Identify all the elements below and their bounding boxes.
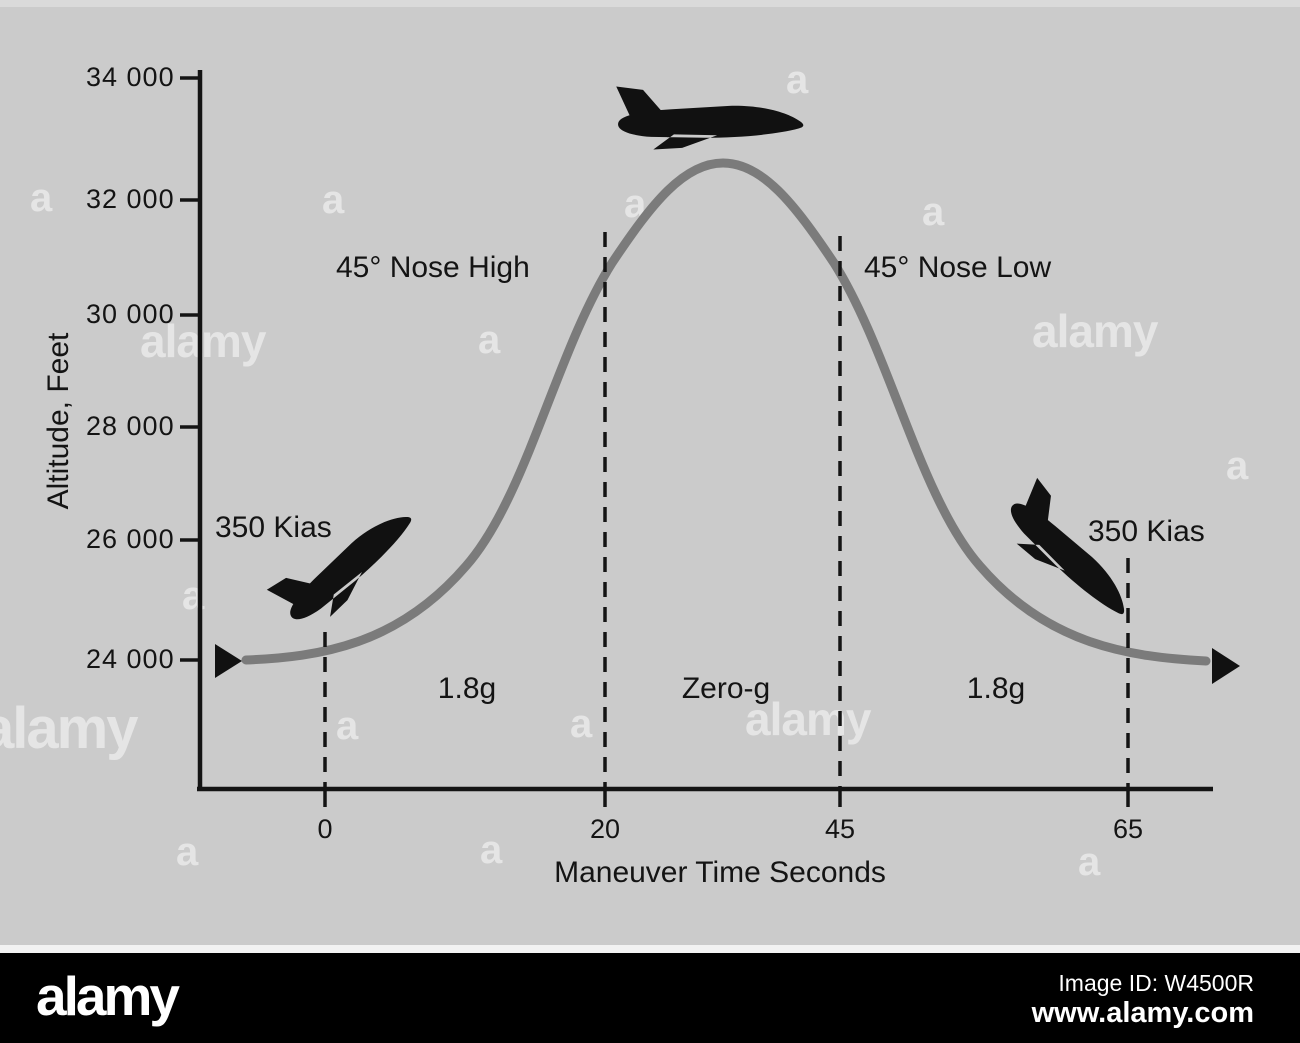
y-tick-34000: 34 000 [86, 62, 175, 92]
image-id-text: Image ID: W4500R [1058, 970, 1254, 996]
annotation-kias-entry: 350 Kias [215, 511, 332, 544]
x-axis-ticks [323, 789, 1130, 807]
footer-separator [0, 945, 1300, 953]
alamy-footer-bar: alamy Image ID: W4500R www.alamy.com [0, 953, 1300, 1043]
chart-canvas [180, 70, 1240, 807]
flight-path-curve [241, 158, 1211, 666]
y-axis-title: Altitude, Feet [42, 332, 75, 510]
path-end-arrow [1212, 648, 1240, 684]
annotation-nose-high: 45° Nose High [336, 251, 530, 284]
x-tick-45: 45 [824, 814, 856, 844]
aircraft-apex-icon [616, 86, 804, 150]
footer-info: Image ID: W4500R www.alamy.com [1032, 970, 1254, 1030]
annotation-g-exit: 1.8g [966, 672, 1026, 705]
x-tick-0: 0 [317, 814, 333, 844]
x-axis-title: Maneuver Time Seconds [554, 856, 886, 889]
image-top-edge [0, 0, 1300, 7]
y-tick-30000: 30 000 [86, 299, 175, 329]
y-tick-28000: 28 000 [86, 411, 175, 441]
alamy-logo: alamy [36, 965, 180, 1027]
y-tick-26000: 26 000 [86, 524, 175, 554]
x-tick-65: 65 [1112, 814, 1144, 844]
x-tick-20: 20 [589, 814, 621, 844]
annotation-zero-g: Zero-g [681, 672, 771, 705]
y-tick-32000: 32 000 [86, 184, 175, 214]
altitude-time-chart: a a a a a a a a a a a a a alamy alamy al… [0, 60, 1248, 889]
alamy-url-text: www.alamy.com [1031, 997, 1254, 1029]
path-start-arrow [215, 644, 242, 678]
y-axis-ticks [180, 76, 200, 662]
y-tick-24000: 24 000 [86, 644, 175, 674]
annotation-nose-low: 45° Nose Low [864, 251, 1052, 284]
annotation-g-entry: 1.8g [437, 672, 497, 705]
annotation-kias-exit: 350 Kias [1088, 515, 1205, 548]
